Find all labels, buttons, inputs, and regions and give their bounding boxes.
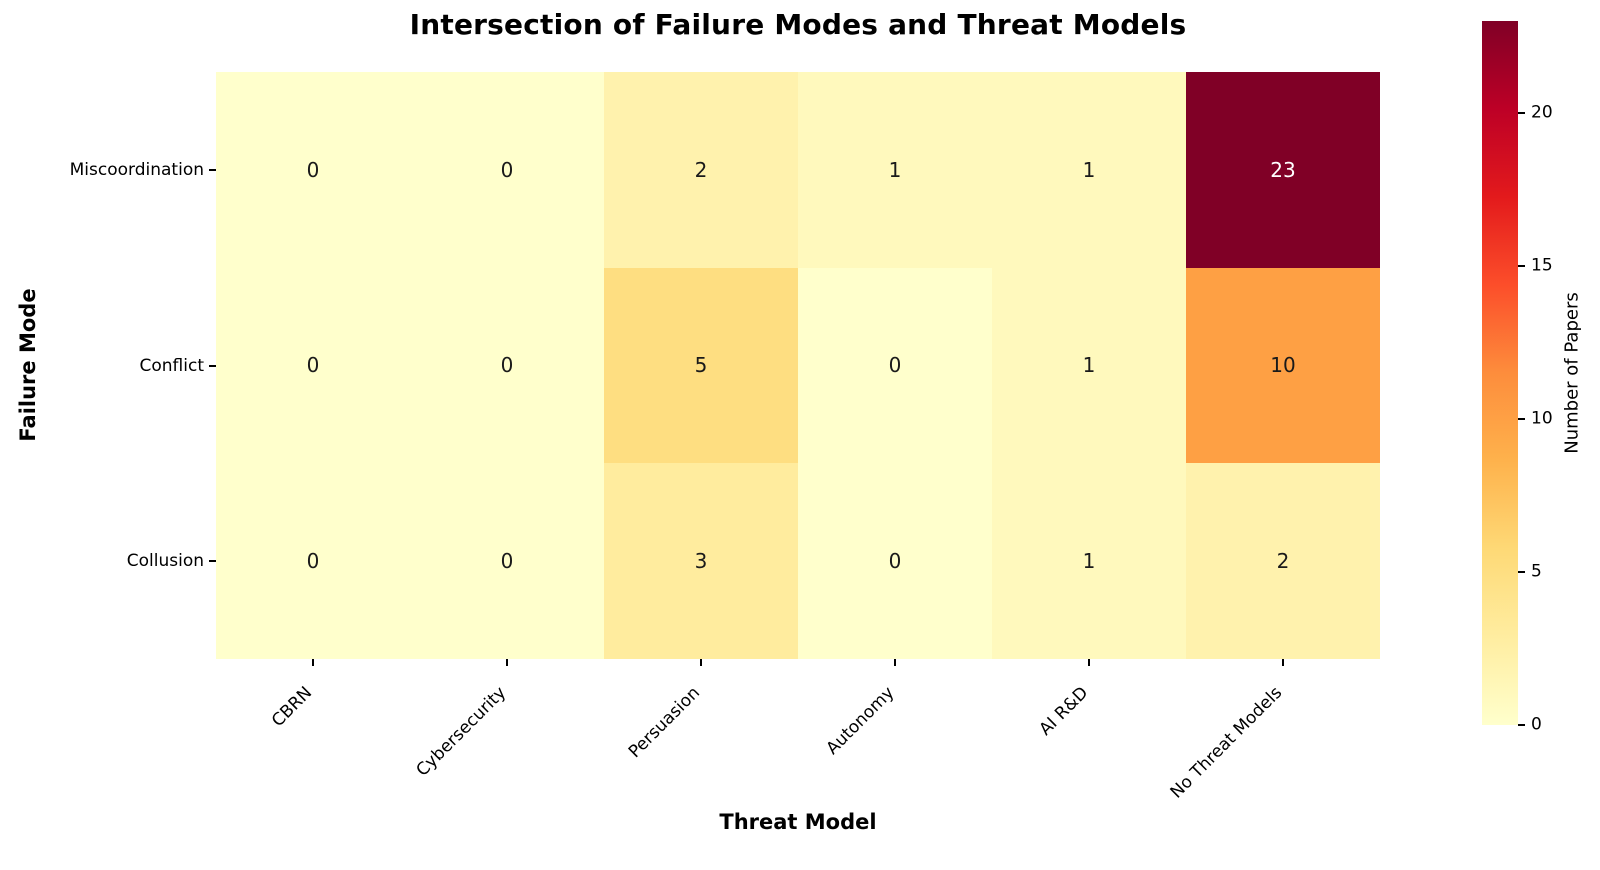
- x-axis-title: Threat Model: [719, 810, 877, 834]
- heatmap-cell-miscoordination-cbrn: 0: [216, 72, 410, 268]
- colorbar-tick-mark: [1518, 724, 1525, 726]
- heatmap-cell-conflict-autonomy: 0: [798, 267, 992, 464]
- x-tick-mark: [1282, 659, 1284, 666]
- colorbar-label: Number of Papers: [1561, 292, 1583, 454]
- colorbar-tick-mark: [1518, 264, 1525, 267]
- x-tick-mark: [894, 659, 896, 666]
- x-tick-mark: [506, 659, 508, 666]
- heatmap-cell-miscoordination-cybersecurity: 0: [410, 72, 604, 268]
- y-axis-title: Failure Mode: [16, 288, 40, 442]
- x-axis-tick-marks: [216, 659, 1380, 666]
- heatmap-cell-collusion-ai-r-d: 1: [992, 463, 1186, 659]
- heatmap-cell-miscoordination-persuasion: 2: [604, 72, 798, 268]
- heatmap-cell-miscoordination-no-threat-models: 23: [1186, 72, 1380, 268]
- x-tick-cell: [410, 659, 604, 666]
- chart-title: Intersection of Failure Modes and Threat…: [409, 8, 1187, 41]
- heatmap-cell-conflict-cybersecurity: 0: [410, 267, 604, 464]
- y-tick-row: Collusion: [0, 463, 216, 659]
- heatmap-cell-conflict-persuasion: 5: [604, 267, 798, 464]
- x-tick-cell: [798, 659, 992, 666]
- heatmap-grid: 0 0 2 1 1 23 0 0 5 0 1 10 0 0 3 0 1 2: [216, 72, 1380, 659]
- colorbar-tick-label: 20: [1531, 102, 1553, 123]
- x-tick-label: Persuasion: [624, 682, 705, 763]
- x-axis-tick-labels: CBRN Cybersecurity Persuasion Autonomy AI R&…: [216, 666, 1380, 826]
- heatmap-cell-miscoordination-autonomy: 1: [798, 72, 992, 268]
- x-tick-label: CBRN: [267, 682, 317, 732]
- x-tick-label: Autonomy: [822, 682, 899, 759]
- x-tick-cell: [216, 659, 410, 666]
- colorbar-tick-label: 5: [1531, 561, 1542, 582]
- heatmap-cell-conflict-cbrn: 0: [216, 267, 410, 464]
- y-tick-row: Conflict: [0, 268, 216, 464]
- x-tick-cell: [1186, 659, 1380, 666]
- y-tick-row: Miscoordination: [0, 72, 216, 268]
- heatmap-cell-collusion-cbrn: 0: [216, 463, 410, 659]
- y-tick-label: Miscoordination: [69, 159, 204, 180]
- heatmap-cell-collusion-no-threat-models: 2: [1186, 463, 1380, 659]
- y-tick-mark: [209, 560, 216, 563]
- y-tick-mark: [209, 364, 216, 367]
- y-tick-mark: [209, 168, 216, 171]
- x-tick-mark: [1088, 659, 1090, 666]
- heatmap-cell-miscoordination-ai-r-d: 1: [992, 72, 1186, 268]
- heatmap-cell-conflict-no-threat-models: 10: [1186, 267, 1380, 464]
- x-tick-cell: [992, 659, 1186, 666]
- colorbar-tick-label: 10: [1531, 408, 1553, 429]
- x-tick-label: No Threat Models: [1166, 682, 1287, 803]
- x-tick-mark: [312, 659, 314, 666]
- heatmap-cell-conflict-ai-r-d: 1: [992, 267, 1186, 464]
- heatmap-cell-collusion-cybersecurity: 0: [410, 463, 604, 659]
- colorbar-tick-mark: [1518, 111, 1525, 114]
- heatmap-cell-collusion-autonomy: 0: [798, 463, 992, 659]
- y-axis-tick-labels: Miscoordination Conflict Collusion: [0, 72, 216, 659]
- colorbar-gradient: [1482, 21, 1518, 725]
- x-tick-mark: [700, 659, 702, 666]
- colorbar-tick-mark: [1518, 570, 1525, 573]
- heatmap-cell-collusion-persuasion: 3: [604, 463, 798, 659]
- x-tick-label: AI R&D: [1035, 682, 1093, 740]
- colorbar-tick-labels: 0 5 10 15 20: [1518, 21, 1598, 735]
- colorbar-tick-label: 0: [1531, 714, 1542, 735]
- y-tick-label: Collusion: [126, 551, 204, 572]
- x-tick-cell: [604, 659, 798, 666]
- x-tick-label: Cybersecurity: [412, 682, 511, 781]
- colorbar-tick-label: 15: [1531, 255, 1553, 276]
- colorbar-tick-mark: [1518, 417, 1525, 420]
- y-tick-label: Conflict: [139, 355, 205, 376]
